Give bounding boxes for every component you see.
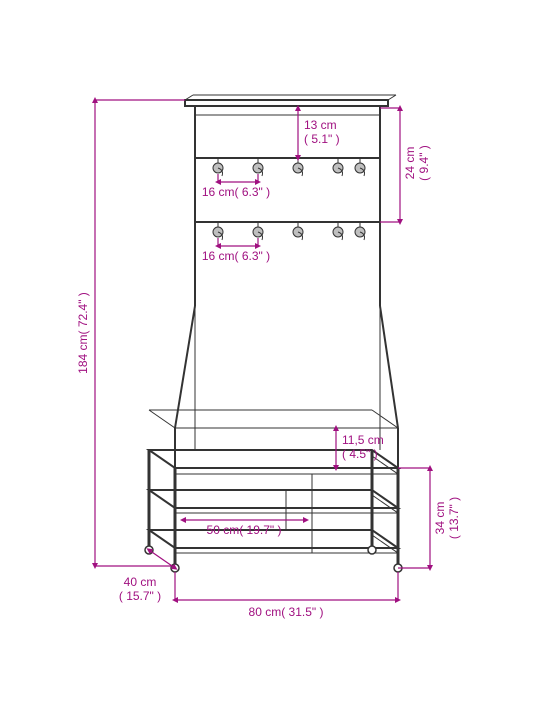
svg-text:40 cm: 40 cm <box>124 575 157 589</box>
svg-text:34 cm: 34 cm <box>433 502 447 535</box>
svg-text:16 cm( 6.3" ): 16 cm( 6.3" ) <box>202 185 270 199</box>
svg-text:( 5.1" ): ( 5.1" ) <box>304 132 340 146</box>
svg-text:13 cm: 13 cm <box>304 118 337 132</box>
svg-text:( 13.7" ): ( 13.7" ) <box>447 497 461 539</box>
svg-text:16 cm( 6.3" ): 16 cm( 6.3" ) <box>202 249 270 263</box>
svg-text:184 cm( 72.4" ): 184 cm( 72.4" ) <box>76 292 90 374</box>
svg-text:( 15.7" ): ( 15.7" ) <box>119 589 161 603</box>
svg-text:24 cm: 24 cm <box>403 147 417 180</box>
svg-text:50 cm( 19.7" ): 50 cm( 19.7" ) <box>207 523 282 537</box>
svg-text:80 cm( 31.5" ): 80 cm( 31.5" ) <box>249 605 324 619</box>
svg-text:11,5 cm: 11,5 cm <box>342 433 384 447</box>
svg-text:( 9.4" ): ( 9.4" ) <box>417 145 431 181</box>
svg-text:( 4.5" ): ( 4.5" ) <box>342 447 378 461</box>
furniture-dimension-diagram: 184 cm( 72.4" ) 13 cm( 5.1" ) 24 cm( 9.4" … <box>0 0 540 720</box>
